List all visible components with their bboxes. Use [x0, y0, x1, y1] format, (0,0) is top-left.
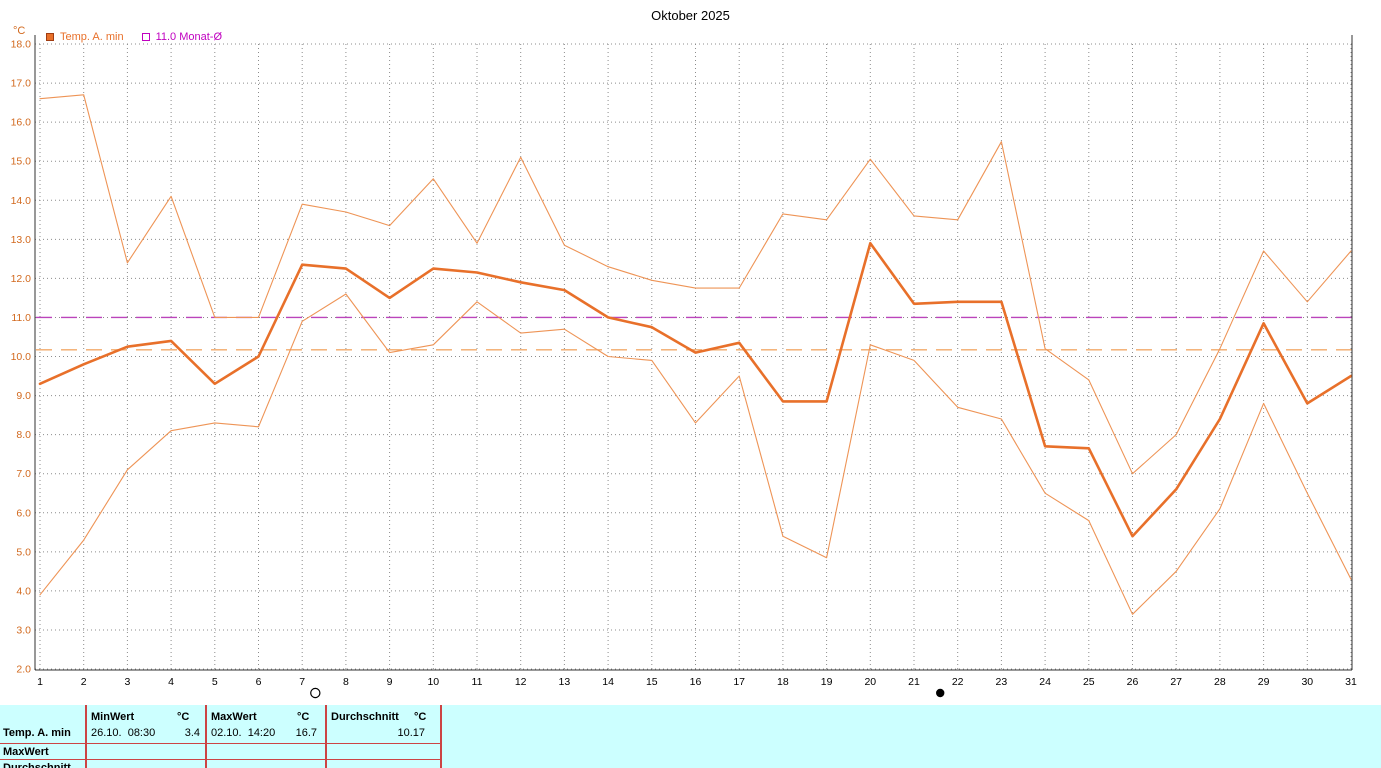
y-tick-label: 7.0: [16, 468, 31, 480]
x-tick-label: 2: [81, 676, 87, 688]
x-tick-label: 19: [821, 676, 833, 688]
y-axis-unit: °C: [13, 25, 26, 37]
y-tick-label: 11.0: [11, 312, 31, 324]
x-tick-label: 1: [37, 676, 43, 688]
series-temp-a-min-daily-min: [39, 293, 1352, 615]
legend-item-temp-a-min: Temp. A. min: [46, 31, 124, 43]
durchschnitt-value: 10.17: [397, 727, 425, 739]
x-tick-label: 4: [168, 676, 174, 688]
y-tick-label: 3.0: [16, 624, 31, 636]
full-moon-icon: [310, 687, 321, 699]
stats-header-minwert: MinWert: [91, 711, 135, 723]
column-divider: [325, 705, 327, 768]
sensor-row-label: Temp. A. min: [3, 727, 71, 739]
row-divider: [0, 743, 441, 744]
page-title: Oktober 2025: [651, 8, 730, 23]
y-tick-label: 8.0: [16, 429, 31, 441]
stats-header-durchschnitt: Durchschnitt: [331, 711, 399, 723]
row-label-maxwert: MaxWert: [3, 746, 49, 758]
x-tick-label: 18: [777, 676, 789, 688]
y-tick-label: 10.0: [11, 351, 32, 363]
x-tick-label: 5: [212, 676, 218, 688]
x-tick-label: 31: [1345, 676, 1357, 688]
chart-canvas: 2.0 3.0 4.0 5.0 6.0 7.0 8.0 9.0 10.0 11.0 12.0 13.0…: [11, 35, 1357, 699]
y-tick-label: 12.0: [11, 273, 32, 285]
y-tick-label: 4.0: [16, 585, 31, 597]
y-tick-label: 6.0: [16, 507, 31, 519]
x-tick-label: 3: [124, 676, 130, 688]
legend-item-monthly-average: 11.0 Monat-Ø: [141, 31, 223, 43]
x-tick-label: 22: [952, 676, 964, 688]
x-tick-label: 26: [1127, 676, 1139, 688]
minwert-datetime: 26.10. 08:30: [91, 727, 156, 739]
x-tick-label: 30: [1301, 676, 1313, 688]
grid: [35, 43, 1352, 670]
x-tick-label: 14: [602, 676, 614, 688]
x-tick-label: 12: [515, 676, 527, 688]
series-swatch-icon: [46, 33, 54, 41]
series-temp-a-min-daily-max: [39, 94, 1352, 475]
y-tick-label: 17.0: [11, 78, 32, 90]
x-tick-label: 7: [299, 676, 305, 688]
x-tick-label: 10: [427, 676, 439, 688]
x-tick-label: 11: [472, 676, 483, 688]
x-tick-label: 28: [1214, 676, 1226, 688]
x-tick-label: 23: [996, 676, 1008, 688]
x-tick-label: 6: [256, 676, 262, 688]
y-tick-label: 16.0: [11, 117, 32, 129]
row-label-durchschnitt: Durchschnitt: [3, 762, 71, 768]
stats-header-maxwert-unit: °C: [297, 711, 310, 723]
stats-header-durchschnitt-unit: °C: [414, 711, 427, 723]
stats-panel: MinWert °C MaxWert °C Durchschnitt °C Te…: [0, 705, 1381, 768]
x-tick-label: 25: [1083, 676, 1095, 688]
x-tick-label: 16: [690, 676, 702, 688]
x-tick-label: 15: [646, 676, 658, 688]
x-tick-label: 17: [733, 676, 745, 688]
x-tick-label: 29: [1258, 676, 1270, 688]
x-tick-label: 24: [1039, 676, 1051, 688]
y-tick-label: 18.0: [11, 39, 32, 51]
y-tick-label: 2.0: [16, 664, 31, 676]
minwert-value: 3.4: [184, 727, 200, 739]
maxwert-datetime: 02.10. 14:20: [211, 727, 276, 739]
x-tick-label: 20: [864, 676, 876, 688]
y-tick-label: 14.0: [11, 195, 32, 207]
legend-label-temp-a-min: Temp. A. min: [60, 31, 124, 43]
monthly-average-swatch-icon: [141, 33, 150, 41]
stats-header-maxwert: MaxWert: [211, 711, 257, 723]
y-tick-label: 13.0: [11, 234, 32, 246]
column-divider: [205, 705, 207, 768]
x-tick-label: 21: [908, 676, 920, 688]
stats-header-minwert-unit: °C: [177, 711, 190, 723]
maxwert-value: 16.7: [295, 727, 317, 739]
x-tick-label: 8: [343, 676, 349, 688]
y-tick-label: 5.0: [16, 546, 31, 558]
row-divider: [0, 759, 441, 760]
y-tick-label: 15.0: [11, 156, 32, 168]
legend: Temp. A. min 11.0 Monat-Ø: [46, 31, 222, 43]
y-tick-label: 9.0: [16, 390, 31, 402]
column-divider: [440, 705, 442, 768]
new-moon-icon: [936, 688, 945, 698]
x-tick-label: 27: [1170, 676, 1182, 688]
x-tick-label: 13: [559, 676, 571, 688]
legend-label-monthly-average: 11.0 Monat-Ø: [155, 31, 223, 43]
series-temp-a-min-daily-mean: [38, 241, 1353, 538]
column-divider: [85, 705, 87, 768]
x-tick-label: 9: [387, 676, 393, 688]
